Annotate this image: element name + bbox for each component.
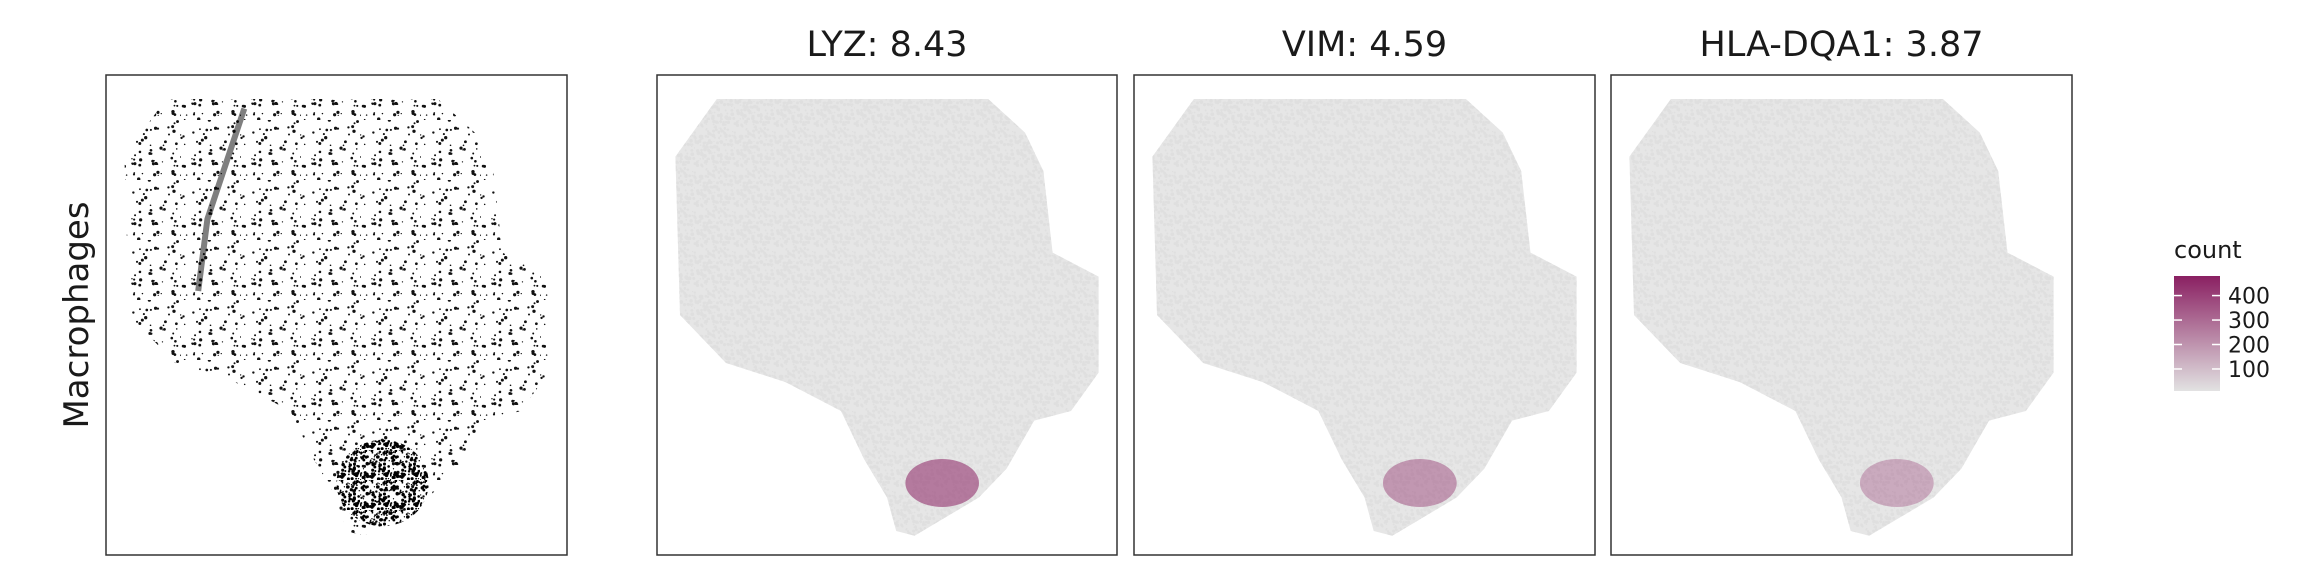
cell-cluster — [336, 439, 429, 527]
panel-border — [1610, 74, 2073, 556]
tissue-texture — [675, 99, 1099, 536]
colorbar-tick-label: 300 — [2228, 309, 2270, 334]
tissue-texture — [1152, 99, 1577, 536]
tissue-texture — [1629, 99, 2054, 536]
panel-border — [105, 74, 568, 556]
panel-border — [1133, 74, 1596, 556]
expression-hotspot — [1859, 459, 1934, 507]
colorbar — [2174, 276, 2220, 391]
colorbar-tick-label: 100 — [2228, 358, 2270, 383]
legend-title: count — [2174, 236, 2242, 264]
y-axis-label: Macrophages — [57, 201, 97, 428]
tissue-fold — [195, 107, 248, 292]
colorbar-tick-label: 200 — [2228, 334, 2270, 359]
tissue-cells — [124, 99, 549, 536]
panel-title: LYZ: 8.43 — [806, 25, 967, 65]
expression-hotspot — [1382, 459, 1457, 507]
colorbar-tick-label: 400 — [2228, 285, 2270, 310]
panel-title: HLA-DQA1: 3.87 — [1700, 25, 1984, 65]
expression-hotspot — [905, 459, 979, 507]
panel-title: VIM: 4.59 — [1282, 25, 1447, 65]
panel-border — [656, 74, 1118, 556]
